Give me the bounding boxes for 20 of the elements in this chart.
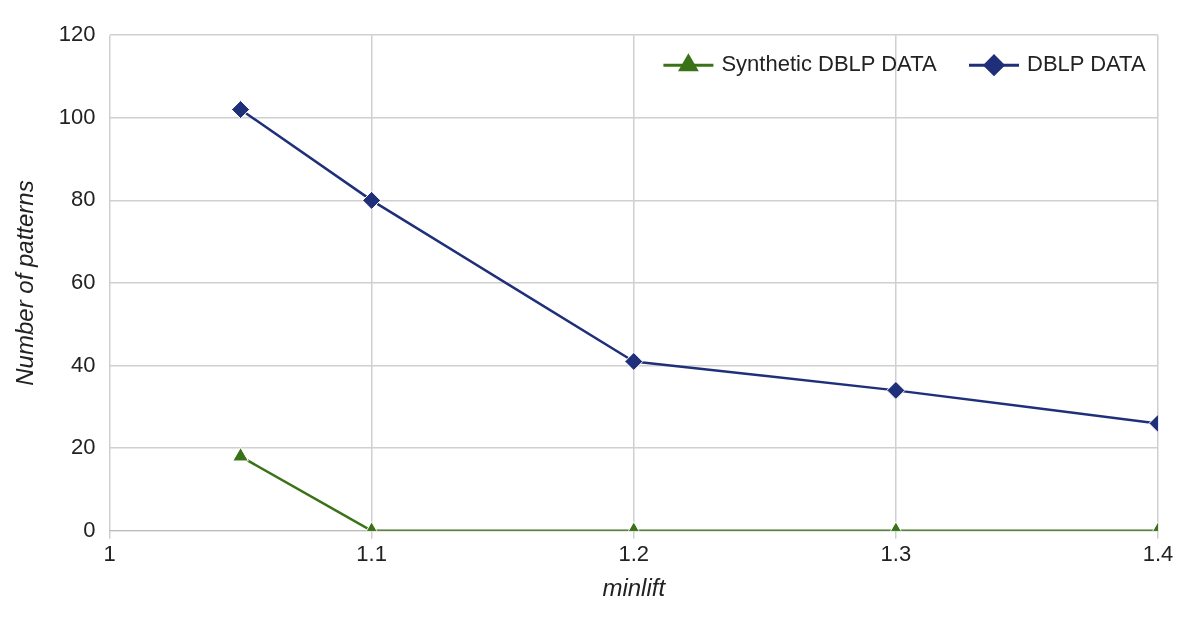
x-tick-label: 1: [103, 541, 116, 567]
x-axis-title: minlift: [602, 574, 667, 602]
y-tick-label: 0: [83, 516, 96, 542]
y-tick-label: 20: [71, 434, 96, 460]
y-tick-label: 80: [71, 186, 96, 212]
x-tick-label: 1.3: [880, 541, 912, 567]
y-tick-label: 100: [58, 103, 96, 129]
y-axis-title: Number of patterns: [11, 180, 39, 386]
legend-label: Synthetic DBLP DATA: [721, 51, 937, 77]
x-tick-label: 1.1: [356, 541, 387, 567]
legend-label: DBLP DATA: [1027, 51, 1146, 77]
point: [624, 351, 644, 371]
point: [232, 446, 249, 462]
x-tick-label: 1.4: [1142, 541, 1174, 567]
point: [362, 190, 382, 210]
y-tick-label: 40: [71, 351, 96, 377]
y-tick-label: 120: [58, 21, 96, 47]
y-tick-label: 60: [71, 269, 96, 295]
point: [231, 100, 251, 120]
x-tick-label: 1.2: [618, 541, 650, 567]
